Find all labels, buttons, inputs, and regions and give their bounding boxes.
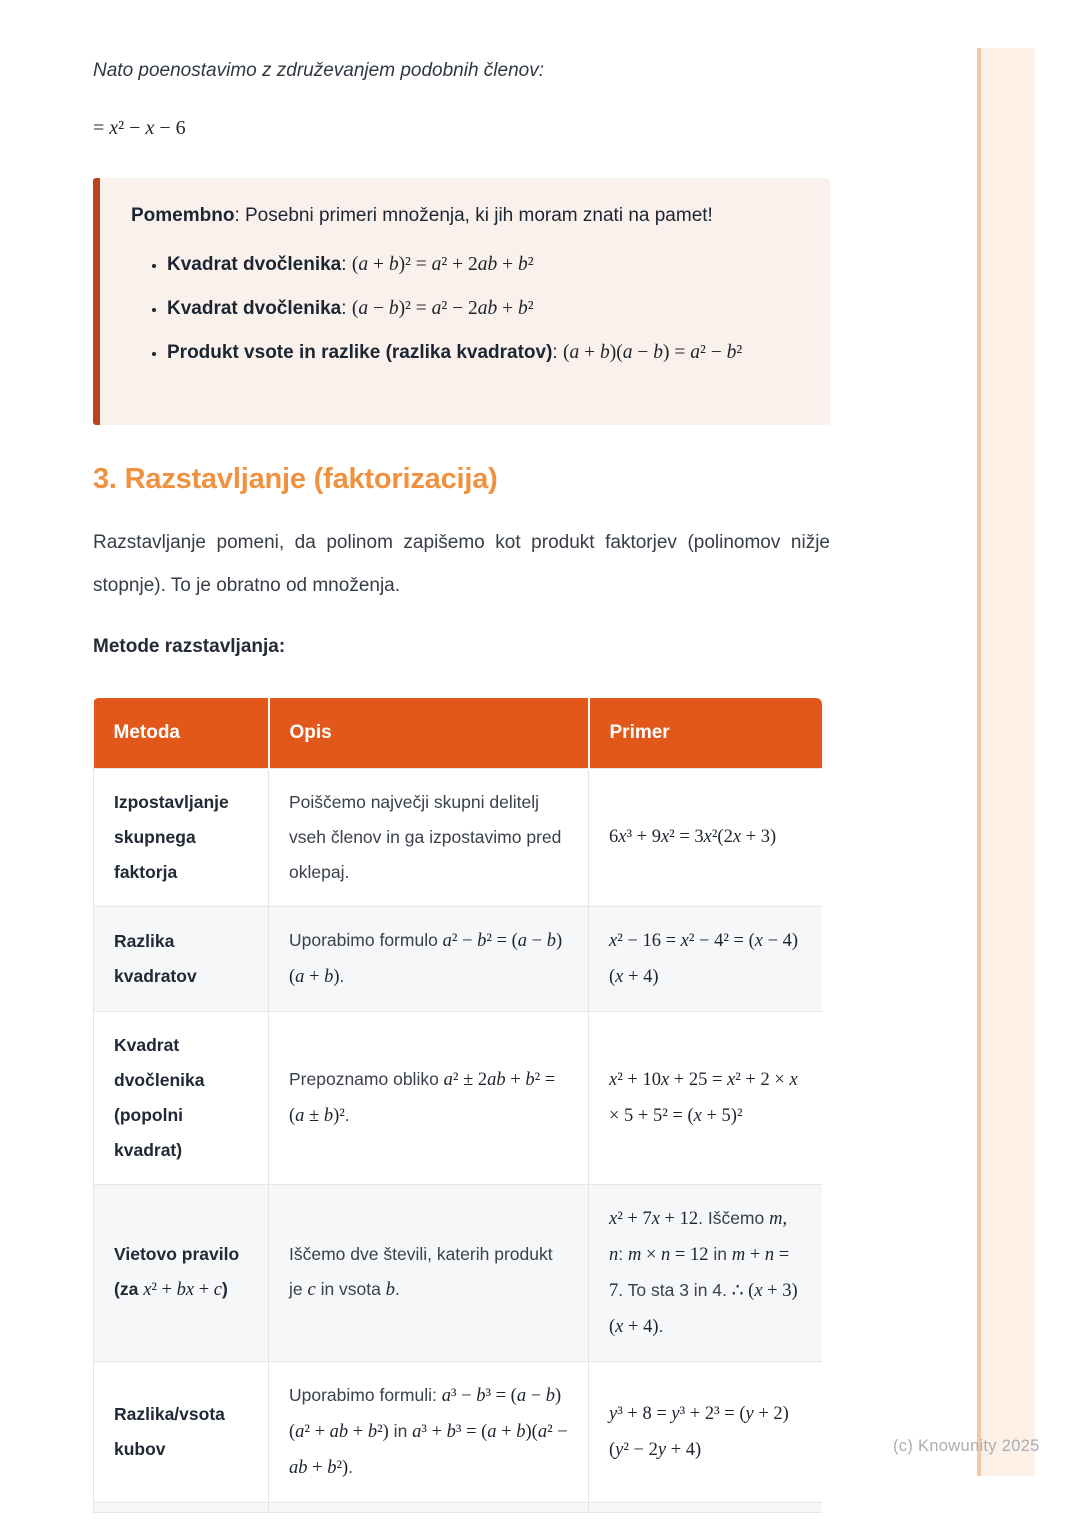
section-paragraph: Razstavljanje pomeni, da polinom zapišem… bbox=[93, 532, 830, 596]
description-cell: Iščemo dve števili, katerih produkt je c… bbox=[268, 1183, 589, 1362]
example-cell bbox=[588, 1501, 822, 1513]
section-heading: 3. Razstavljanje (faktorizacija) bbox=[93, 463, 498, 495]
copyright-watermark: (c) Knowunity 2025 bbox=[893, 1437, 1040, 1455]
callout-bullet-sum-diff-product: Produkt vsote in razlike (razlika kvadra… bbox=[167, 331, 800, 375]
intro-sentence: Nato poenostavimo z združevanjem podobni… bbox=[93, 60, 544, 81]
example-cell: x² + 10x + 25 = x² + 2 × x × 5 + 5² = (x… bbox=[588, 1010, 822, 1185]
description-cell: Poiščemo največji skupni delitelj vseh č… bbox=[268, 767, 589, 907]
method-cell: Kvadrat dvočlenika (popolni kvadrat) bbox=[93, 1010, 269, 1185]
method-cell: Razlika/vsota kubov bbox=[93, 1360, 269, 1503]
description-cell bbox=[268, 1501, 589, 1513]
method-cell: Razlika kvadratov bbox=[93, 905, 269, 1012]
callout-bullet-list: Kvadrat dvočlenika: (a + b)² = a² + 2ab … bbox=[131, 243, 800, 375]
example-cell: x² + 7x + 12. Iščemo m, n: m × n = 12 in… bbox=[588, 1183, 822, 1362]
example-cell: 6x³ + 9x² = 3x²(2x + 3) bbox=[588, 767, 822, 907]
callout-bullet-square-diff: Kvadrat dvočlenika: (a − b)² = a² − 2ab … bbox=[167, 287, 800, 331]
method-cell: Izpostavljanje skupnega faktorja bbox=[93, 767, 269, 907]
methods-subheading: Metode razstavljanja: bbox=[93, 636, 286, 657]
description-cell: Uporabimo formuli: a³ − b³ = (a − b)(a² … bbox=[268, 1360, 589, 1503]
callout-bullet-square-sum: Kvadrat dvočlenika: (a + b)² = a² + 2ab … bbox=[167, 243, 800, 287]
table-row-vieta-rule: Vietovo pravilo (za x² + bx + c) Iščemo … bbox=[93, 1183, 822, 1362]
table-row-cubes: Razlika/vsota kubov Uporabimo formuli: a… bbox=[93, 1360, 822, 1503]
table-row-perfect-square: Kvadrat dvočlenika (popolni kvadrat) Pre… bbox=[93, 1010, 822, 1185]
important-callout: Pomembno: Posebni primeri množenja, ki j… bbox=[93, 178, 830, 425]
page-edge-decoration bbox=[977, 48, 1035, 1476]
table-header-row: Metoda Opis Primer bbox=[93, 698, 822, 768]
intro-equation: = x² − x − 6 bbox=[93, 117, 186, 139]
method-cell: Vietovo pravilo (za x² + bx + c) bbox=[93, 1183, 269, 1362]
column-header-opis: Opis bbox=[268, 698, 590, 768]
table-row-difference-of-squares: Razlika kvadratov Uporabimo formulo a² −… bbox=[93, 905, 822, 1012]
callout-title-line: Pomembno: Posebni primeri množenja, ki j… bbox=[131, 205, 713, 226]
table-row-common-factor: Izpostavljanje skupnega faktorja Poiščem… bbox=[93, 767, 822, 907]
column-header-metoda: Metoda bbox=[93, 698, 270, 768]
methods-table-container: Metoda Opis Primer Izpostavljanje skupne… bbox=[93, 698, 822, 1513]
column-header-primer: Primer bbox=[588, 698, 822, 768]
description-cell: Prepoznamo obliko a² ± 2ab + b² = (a ± b… bbox=[268, 1010, 589, 1185]
table-row-partial bbox=[93, 1501, 822, 1513]
description-cell: Uporabimo formulo a² − b² = (a − b)(a + … bbox=[268, 905, 589, 1012]
example-cell: x² − 16 = x² − 4² = (x − 4)(x + 4) bbox=[588, 905, 822, 1012]
methods-table: Metoda Opis Primer Izpostavljanje skupne… bbox=[93, 698, 822, 1513]
method-cell bbox=[93, 1501, 269, 1513]
document-page: Nato poenostavimo z združevanjem podobni… bbox=[93, 0, 830, 1513]
example-cell: y³ + 8 = y³ + 2³ = (y + 2)(y² − 2y + 4) bbox=[588, 1360, 822, 1503]
